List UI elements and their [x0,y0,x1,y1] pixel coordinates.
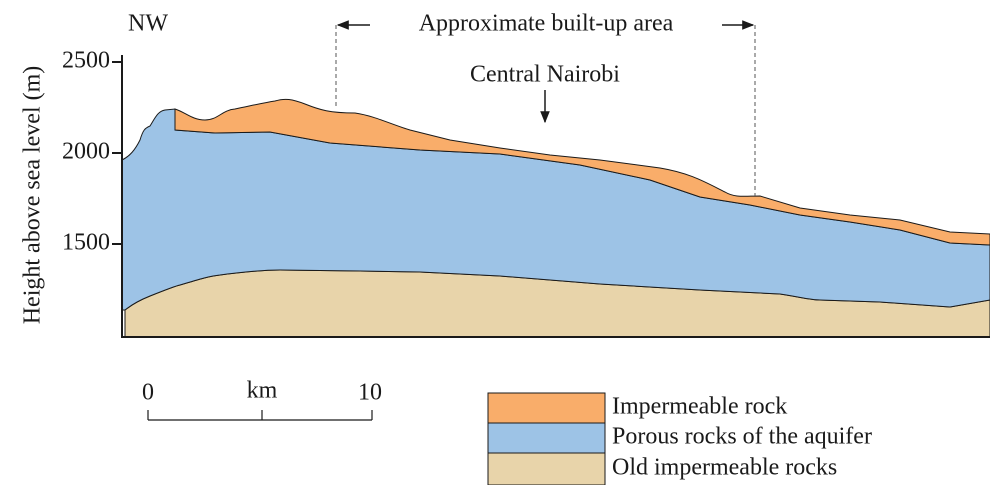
direction-label: NW [128,11,168,37]
center-label: Central Nairobi [470,62,620,88]
scale-end: 10 [358,380,382,406]
scale-bar [147,410,373,421]
scale-unit: km [247,378,278,404]
legend-swatch [487,422,606,454]
built-up-label: Approximate built-up area [419,11,674,37]
aquifer [121,108,990,311]
y-tick-label: 2500 [62,48,110,74]
y-tick-label: 1500 [62,230,110,256]
legend-swatch [487,392,606,424]
impermeable-rock [174,98,990,246]
legend-swatch [487,452,606,485]
legend-label: Old impermeable rocks [612,455,837,481]
legend-label: Impermeable rock [612,394,787,420]
legend-label: Porous rocks of the aquifer [612,424,872,450]
y-axis-label: Height above sea level (m) [20,66,46,325]
scale-start: 0 [142,380,154,406]
y-tick-label: 2000 [62,139,110,165]
